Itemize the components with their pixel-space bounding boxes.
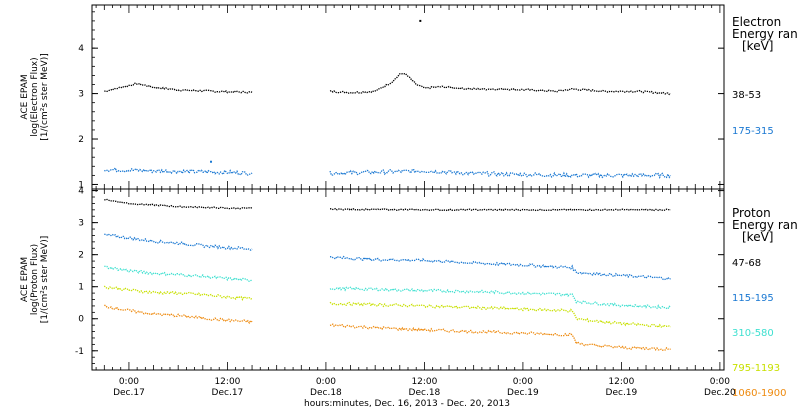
y-tick-label: -1 [75, 347, 84, 357]
x-tick-label-date: Dec.18 [409, 388, 441, 398]
series-line [329, 168, 672, 180]
series-47-68 [104, 198, 671, 212]
series-line [329, 286, 672, 310]
x-tick-label-date: Dec.17 [113, 388, 145, 398]
y-tick-label: 1 [78, 283, 84, 293]
series-line [103, 285, 253, 301]
legend-title-line: [keV] [742, 39, 773, 53]
legend-entry: 175-315 [732, 126, 774, 137]
series-38-53 [104, 19, 671, 96]
y-tick-label: 3 [78, 90, 84, 100]
outlier-point [419, 19, 422, 22]
legend-entry: 310-580 [732, 328, 774, 339]
y-tick-label: 3 [78, 219, 84, 229]
legend-entry: 47-68 [732, 258, 761, 269]
x-tick-label-time: 12:00 [214, 377, 240, 387]
legend-title-line: Energy ran [732, 27, 798, 41]
series-line [104, 304, 253, 325]
legend-title-line: Electron [732, 15, 781, 29]
legend-title-line: Proton [732, 206, 771, 220]
series-line [104, 265, 253, 283]
legend-title: Electron Energy ran [keV] [732, 15, 798, 53]
legend-title-line: Energy ran [732, 218, 798, 232]
x-tick-label-date: Dec.20 [704, 388, 736, 398]
y-tick-label: 1 [78, 180, 84, 190]
x-tick-label-time: 0:00 [710, 377, 730, 387]
legend-entry: 115-195 [732, 293, 774, 304]
x-axis-label: hours:minutes, Dec. 16, 2013 - Dec. 20, … [304, 399, 510, 409]
x-tick-label-date: Dec.19 [507, 388, 539, 398]
series-795-1193 [103, 285, 671, 329]
series-line [104, 198, 253, 210]
series-1060-1900 [104, 304, 671, 351]
x-tick-label-date: Dec.19 [606, 388, 638, 398]
y-tick-label: 2 [78, 135, 84, 145]
y-axis-label-line: log(Electron Flux) [30, 57, 40, 136]
x-tick-label-time: 0:00 [316, 377, 336, 387]
y-axis-label: ACE EPAMlog(Electron Flux)[1/(cm²s ster … [20, 53, 50, 140]
series-175-315 [104, 160, 672, 180]
outlier-point [210, 160, 213, 163]
legend-entry: 1060-1900 [732, 388, 787, 399]
x-tick-label-time: 0:00 [119, 377, 139, 387]
y-axis-label: ACE EPAMlog(Proton Flux)[1/(cm²s ster Me… [20, 236, 50, 323]
y-tick-label: 4 [78, 187, 84, 197]
series-115-195 [104, 233, 671, 281]
y-axis-label-line: log(Proton Flux) [30, 244, 40, 315]
y-axis-label-line: ACE EPAM [20, 74, 30, 119]
legend-entry: 38-53 [732, 90, 761, 101]
panel-proton: -1 0 1 2 3 4 ACE EPAMlog(Proton Flux)[1/(cm²s … [20, 187, 798, 399]
legend-title-line: [keV] [742, 230, 773, 244]
legend-title: Proton Energy ran [keV] [732, 206, 798, 244]
y-axis-label-line: [1/(cm²s ster MeV)] [40, 236, 50, 323]
y-axis-label-line: ACE EPAM [20, 257, 30, 302]
series-line [329, 323, 671, 351]
series-line [104, 166, 253, 176]
series-line [104, 82, 253, 94]
series-line [104, 233, 253, 251]
series-line [329, 301, 671, 329]
series-line [329, 72, 671, 96]
y-axis-label-line: [1/(cm²s ster MeV)] [40, 53, 50, 140]
x-tick-label-time: 0:00 [513, 377, 533, 387]
series-line [330, 207, 671, 212]
y-tick-label: 2 [78, 251, 84, 261]
y-tick-label: 4 [78, 44, 84, 54]
x-tick-label-time: 12:00 [411, 377, 437, 387]
legend-entry: 795-1193 [732, 363, 780, 374]
x-tick-label-time: 12:00 [608, 377, 634, 387]
x-tick-label-date: Dec.17 [212, 388, 244, 398]
series-310-580 [104, 265, 672, 310]
y-tick-label: 0 [78, 315, 84, 325]
x-tick-label-date: Dec.18 [310, 388, 342, 398]
